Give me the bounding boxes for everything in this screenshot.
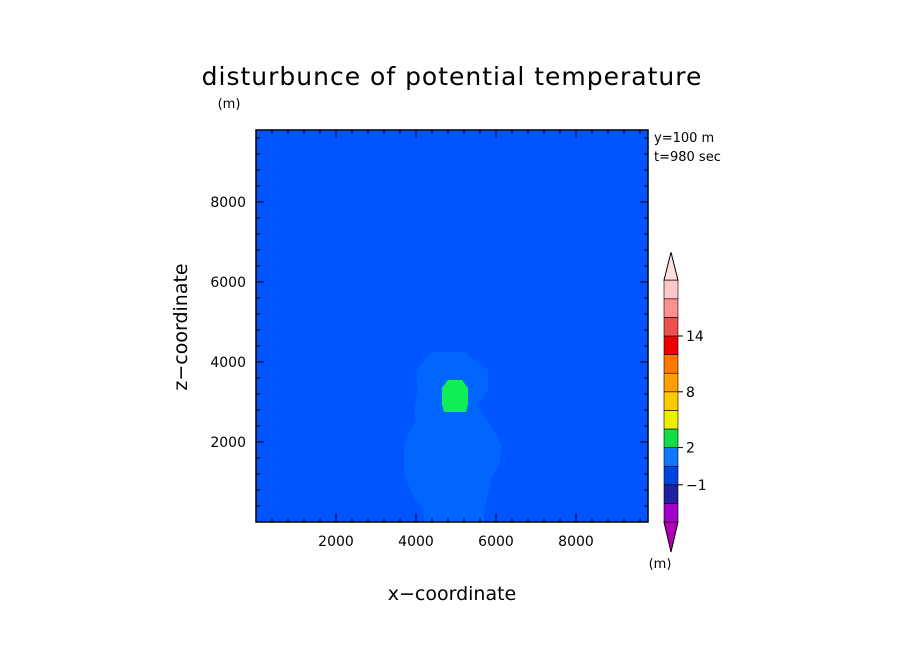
plot-frame xyxy=(255,129,649,523)
outer-plume-region xyxy=(404,352,502,522)
plot-area: 2000 4000 6000 8000 2000 4000 6000 8000 xyxy=(210,129,649,550)
colorbar-segment xyxy=(663,428,679,448)
y-axis-label: z−coordinate xyxy=(170,263,192,390)
colorbar-segment xyxy=(663,484,679,504)
colorbar-segment xyxy=(663,354,679,374)
annotation-y: y=100 m xyxy=(654,131,714,146)
colorbar: −1 2 8 14 xyxy=(663,252,707,553)
colorbar-over-triangle xyxy=(663,252,679,281)
colorbar-segment xyxy=(663,391,679,411)
chart-title: disturbunce of potential temperature xyxy=(202,62,703,91)
colorbar-label: 8 xyxy=(686,385,695,401)
warm-core-region xyxy=(442,380,468,412)
colorbar-segment xyxy=(663,335,679,355)
annotation-t: t=980 sec xyxy=(654,150,721,165)
colorbar-under-triangle xyxy=(663,521,679,553)
colorbar-segment xyxy=(663,279,679,300)
y-unit-label: (m) xyxy=(218,97,241,112)
colorbar-label: 2 xyxy=(686,441,695,457)
colorbar-segment xyxy=(663,465,679,486)
y-tick-label: 2000 xyxy=(210,435,246,451)
colorbar-segment xyxy=(663,372,679,393)
x-axis-label: x−coordinate xyxy=(388,583,517,605)
colorbar-label: −1 xyxy=(686,478,707,494)
colorbar-segment xyxy=(663,317,679,337)
colorbar-segment xyxy=(663,298,679,318)
colorbar-unit-label: (m) xyxy=(649,557,672,572)
colorbar-label: 14 xyxy=(686,329,704,345)
x-tick-label: 6000 xyxy=(478,534,514,550)
x-tick-label: 2000 xyxy=(318,534,354,550)
x-tick-label: 8000 xyxy=(558,534,594,550)
y-tick-label: 4000 xyxy=(210,355,246,371)
colorbar-segment xyxy=(663,447,679,467)
colorbar-segment xyxy=(663,410,679,430)
y-tick-label: 8000 xyxy=(210,195,246,211)
x-tick-label: 4000 xyxy=(398,534,434,550)
y-tick-label: 6000 xyxy=(210,275,246,291)
colorbar-segment xyxy=(663,503,679,523)
